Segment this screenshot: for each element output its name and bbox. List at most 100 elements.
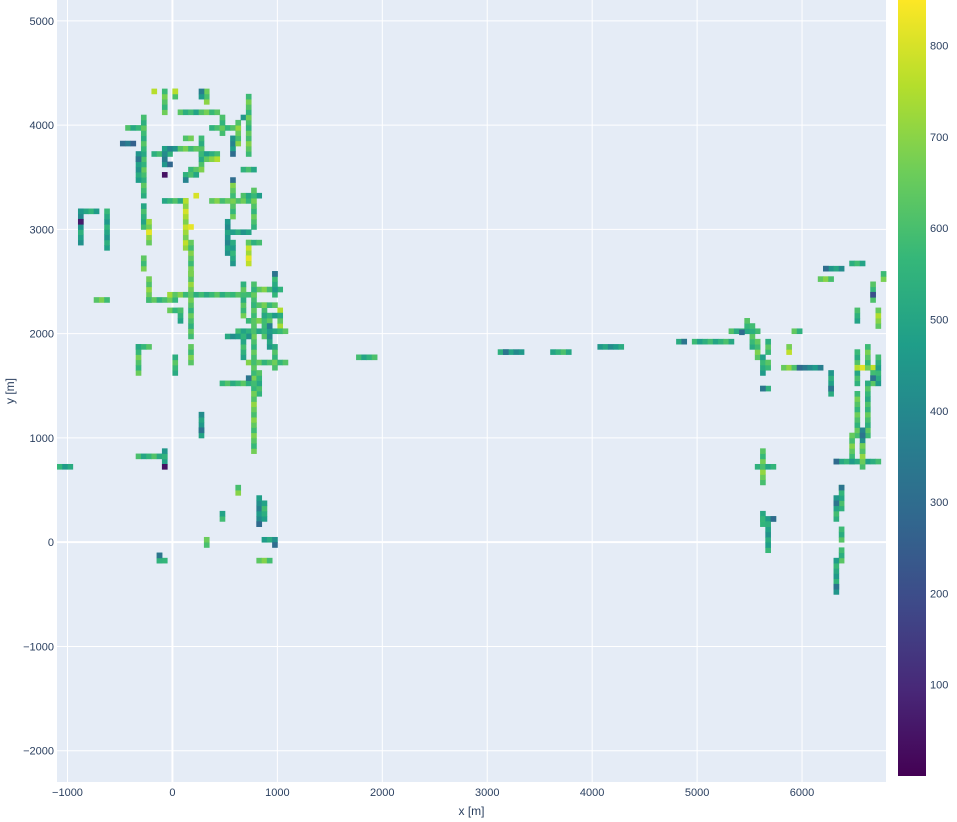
heatmap-cell [245,166,252,173]
heatmap-cell [718,338,724,345]
heatmap-cell [251,417,257,423]
heatmap-cell [765,536,771,543]
heatmap-cell [188,260,194,267]
y-tick-label: 2000 [30,329,54,341]
heatmap-cell [760,354,766,361]
heatmap-cell [859,364,866,371]
heatmap-cell [235,484,242,491]
heatmap-cell [256,359,263,366]
heatmap-cell [230,250,236,256]
heatmap-cell [875,318,882,324]
heatmap-cell [607,344,614,350]
heatmap-cell [188,349,194,355]
heatmap-cell [161,172,168,178]
heatmap-cell [209,198,215,204]
heatmap-cell [203,156,210,163]
heatmap-cell [188,250,194,256]
heatmap-cell [209,151,215,157]
heatmap-cell [602,344,609,350]
heatmap-cell [261,302,268,308]
heatmap-cell [744,323,750,329]
heatmap-cell [266,323,273,329]
heatmap-cell [146,286,152,293]
heatmap-cell [172,364,179,371]
heatmap-cell [161,156,168,163]
heatmap-cell [188,224,194,230]
heatmap-cell [188,318,194,324]
heatmap-cell [235,198,242,204]
heatmap-cell [198,411,205,418]
heatmap-cell [508,349,514,355]
heatmap-cell [161,161,168,168]
heatmap-cell [182,172,189,178]
heatmap-cell [240,354,247,361]
heatmap-cell [77,208,84,215]
heatmap-cell [224,224,231,230]
heatmap-cell [613,344,619,350]
heatmap-cell [230,255,236,262]
heatmap-cell [140,135,147,142]
heatmap-cell [681,338,688,345]
heatmap-cell [854,422,861,428]
colorbar-tick-label: 200 [930,588,948,600]
heatmap-cell [765,531,771,538]
heatmap-cell [875,370,882,376]
heatmap-cell [266,344,273,350]
heatmap-cell [765,359,771,366]
heatmap-cell [765,521,771,527]
heatmap-cell [140,172,147,178]
heatmap-cell [219,291,226,298]
heatmap-cell [140,140,147,147]
heatmap-cell [230,151,236,157]
heatmap-cell [135,166,142,173]
heatmap-cell [188,109,194,116]
heatmap-cell [188,328,194,335]
heatmap-cell [235,229,242,235]
heatmap-cell [760,463,766,470]
heatmap-cell [256,557,263,564]
heatmap-cell [754,344,761,350]
heatmap-cell [760,458,766,465]
heatmap-cell [198,88,205,95]
heatmap-cell [251,338,257,345]
heatmap-cell [272,271,278,277]
heatmap-cell [67,463,74,470]
heatmap-cell [182,224,189,230]
heatmap-cell [146,234,152,241]
heatmap-cell [739,329,745,336]
y-tick-label: 5000 [30,16,54,28]
heatmap-cell [272,542,278,548]
x-tick-label: 4000 [580,787,604,799]
heatmap-cell [865,432,871,439]
heatmap-cell [230,192,236,199]
heatmap-cell [245,245,252,251]
heatmap-cell [156,552,163,559]
heatmap-cell [870,291,876,298]
heatmap-cell [104,297,110,303]
heatmap-cell [765,516,771,522]
heatmap-cell [251,302,257,308]
heatmap-cell [230,213,236,220]
heatmap-cell [146,291,152,298]
heatmap-cell [188,312,194,319]
heatmap-cell [140,213,147,220]
heatmap-cell [256,505,263,512]
heatmap-cell [272,291,278,298]
heatmap-cell [224,198,231,204]
heatmap-cell [749,323,756,329]
colorbar-tick-label: 700 [930,132,948,144]
heatmap-cell [161,448,168,454]
heatmap-cell [182,234,189,241]
heatmap-cell [865,427,871,434]
heatmap-cell [251,307,257,314]
heatmap-cell [214,125,221,131]
heatmap-cell [261,505,268,512]
heatmap-cell [849,458,855,465]
heatmap-cell [245,135,252,142]
heatmap-cell [161,198,168,204]
heatmap-cell [277,318,284,324]
heatmap-cell [513,349,520,355]
heatmap-cell [235,380,242,387]
heatmap-cell [161,99,168,105]
colorbar-tick-label: 400 [930,406,948,418]
